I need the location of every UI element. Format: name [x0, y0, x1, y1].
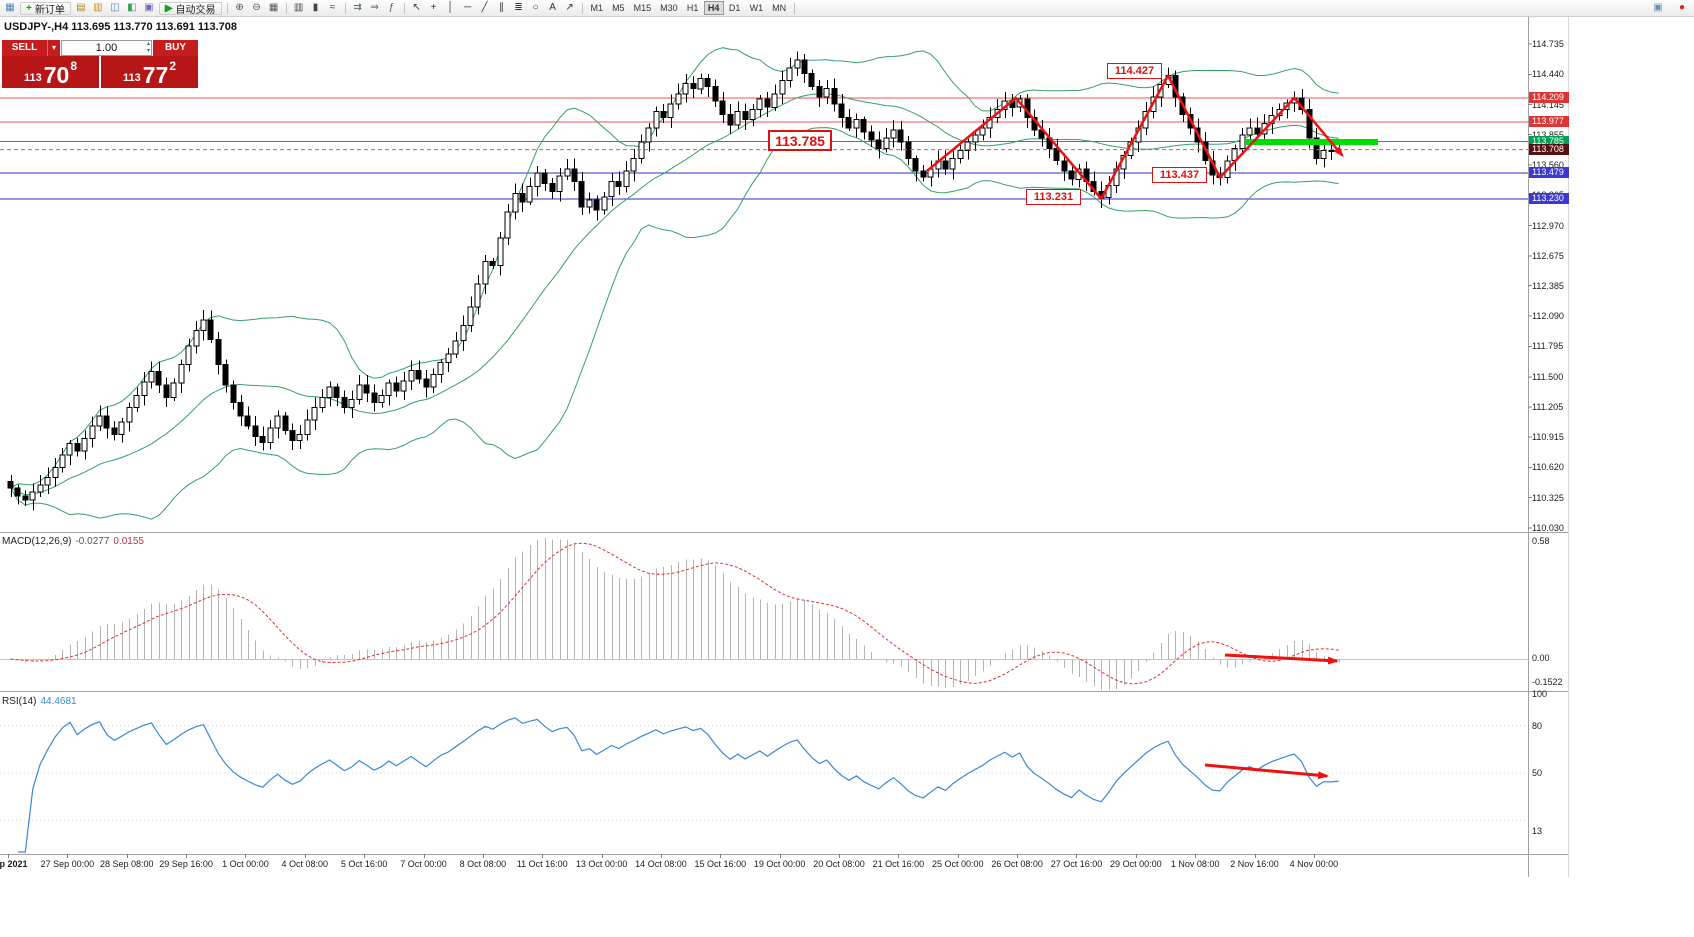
buy-price-big: 77	[142, 62, 169, 88]
autotrading-button[interactable]: ▶ 自动交易	[158, 1, 222, 16]
line-chart-icon[interactable]: ≈	[329, 2, 336, 13]
lot-size-value: 1.00	[95, 42, 118, 54]
market-watch-icon[interactable]: ▥	[93, 2, 103, 13]
timeframe-button-m30[interactable]: M30	[656, 1, 682, 15]
alerts-icon[interactable]: ●	[1678, 2, 1686, 13]
chart-canvas[interactable]	[0, 16, 1570, 877]
vertical-line-icon[interactable]: │	[447, 2, 454, 13]
new-chart-icon[interactable]: ▦	[5, 2, 15, 13]
lot-size-field[interactable]: 1.00 ▴ ▾	[61, 40, 152, 56]
macd-value-signal: 0.0155	[113, 536, 144, 547]
cursor-icon[interactable]: ↖	[412, 2, 421, 13]
new-order-button[interactable]: + 新订单	[20, 1, 71, 16]
buy-button[interactable]: BUY	[153, 40, 198, 56]
rsi-trend-arrow[interactable]	[1204, 763, 1329, 780]
zoom-in-icon[interactable]: ⊕	[235, 2, 244, 13]
bar-chart-icon[interactable]: ▥	[293, 2, 304, 13]
toolbar-separator	[226, 2, 228, 14]
autotrading-button-label: 自动交易	[175, 4, 216, 16]
sell-price-display[interactable]: 113 70 8	[2, 56, 99, 88]
profiles-icon[interactable]: ▤	[76, 2, 86, 13]
macd-name: MACD(12,26,9)	[2, 536, 72, 547]
crosshair-icon[interactable]: +	[430, 2, 437, 13]
macd-label: MACD(12,26,9) -0.0277 0.0155	[2, 536, 144, 547]
navigator-icon[interactable]: ◧	[127, 2, 137, 13]
order-options-caret-icon[interactable]: ▾	[47, 40, 60, 56]
terminal-icon[interactable]: ▣	[144, 2, 154, 13]
toolbar-items: ▦ + 新订单 ▤ ▥ ◫ ◧ ▣ ▶ 自动交易 ⊕ ⊖ ▦ ▥ ▮ ≈ ⇉ ⇒ ƒ ↖ + │ ─ ╱ ∥ ≣ ○ A ↗ M1 M5 M1…	[2, 0, 798, 16]
macd-histogram	[18, 538, 1340, 690]
timeframe-button-m15[interactable]: M15	[630, 1, 656, 15]
auto-scroll-icon[interactable]: ⇉	[353, 2, 362, 13]
data-window-icon[interactable]: ◫	[110, 2, 120, 13]
chart-profile-icon[interactable]: ▣	[1653, 2, 1663, 13]
one-click-prices: 113 70 8 113 77 2	[2, 56, 198, 88]
text-icon[interactable]: A	[549, 2, 556, 13]
toolbar-separator	[344, 2, 346, 14]
fibonacci-icon[interactable]: ≣	[514, 2, 523, 13]
indicators-icon[interactable]: ƒ	[388, 2, 395, 13]
sell-button[interactable]: SELL	[2, 40, 47, 56]
timeframe-button-h1[interactable]: H1	[683, 1, 703, 15]
buy-price-prefix: 113	[122, 72, 141, 84]
buy-price-sup: 2	[169, 59, 177, 73]
bollinger-middle-band	[10, 93, 1339, 496]
lot-increase-icon[interactable]: ▴	[146, 41, 150, 47]
sell-price-big: 70	[43, 62, 70, 88]
toolbar-right: ▣ ●	[1650, 1, 1690, 15]
timeframe-button-mn[interactable]: MN	[768, 1, 790, 15]
macd-value-main: -0.0277	[75, 536, 110, 547]
lot-decrease-icon[interactable]: ▾	[146, 48, 150, 54]
play-icon: ▶	[164, 2, 173, 14]
toolbar-separator	[403, 2, 405, 14]
plus-icon: +	[26, 2, 32, 14]
channel-icon[interactable]: ∥	[499, 2, 505, 13]
timeframe-button-m1[interactable]: M1	[587, 1, 608, 15]
toolbar-separator	[285, 2, 287, 14]
macd-signal-line	[10, 542, 1339, 685]
trendline-icon[interactable]: ╱	[481, 2, 488, 13]
horizontal-line-icon[interactable]: ─	[464, 2, 472, 13]
shapes-icon[interactable]: ○	[532, 2, 539, 13]
toolbar-separator	[581, 2, 583, 14]
one-click-trading-panel: SELL ▾ 1.00 ▴ ▾ BUY 113 70 8 113 77 2	[2, 40, 198, 88]
rsi-label: RSI(14) 44.4681	[2, 696, 77, 707]
rsi-line	[17, 717, 1339, 853]
sell-price-sup: 8	[70, 59, 78, 73]
arrows-icon[interactable]: ↗	[565, 2, 574, 13]
new-order-button-label: 新订单	[34, 4, 65, 16]
toolbar: ▦ + 新订单 ▤ ▥ ◫ ◧ ▣ ▶ 自动交易 ⊕ ⊖ ▦ ▥ ▮ ≈ ⇉ ⇒ ƒ ↖ + │ ─ ╱ ∥ ≣ ○ A ↗ M1 M5 M1…	[0, 0, 1694, 17]
one-click-controls: SELL ▾ 1.00 ▴ ▾ BUY	[2, 40, 198, 56]
timeframe-button-d1[interactable]: D1	[725, 1, 745, 15]
zoom-out-icon[interactable]: ⊖	[252, 2, 261, 13]
chart-shift-icon[interactable]: ⇒	[370, 2, 379, 13]
candlesticks	[7, 51, 1342, 511]
buy-price-display[interactable]: 113 77 2	[101, 56, 198, 88]
rsi-value: 44.4681	[40, 696, 77, 707]
lot-spinner: ▴ ▾	[147, 41, 150, 55]
sell-price-prefix: 113	[23, 72, 42, 84]
macd-trend-arrow[interactable]	[1224, 653, 1339, 665]
timeframe-button-h4[interactable]: H4	[703, 1, 724, 15]
chart-title: USDJPY-,H4 113.695 113.770 113.691 113.7…	[4, 21, 238, 33]
trend-zigzag[interactable]	[926, 74, 1344, 200]
candlestick-chart-icon[interactable]: ▮	[312, 2, 319, 13]
chart-window: 114.735 114.440 114.145 113.855 113.560 113.2…	[0, 16, 1570, 877]
highlight-bar[interactable]	[1245, 139, 1378, 145]
rsi-name: RSI(14)	[2, 696, 37, 707]
bollinger-upper-band	[10, 47, 1339, 489]
toolbar-separator	[794, 2, 796, 14]
bollinger-lower-band	[10, 127, 1339, 520]
timeframe-button-w1[interactable]: W1	[746, 1, 768, 15]
tile-windows-icon[interactable]: ▦	[268, 2, 279, 13]
timeframe-button-m5[interactable]: M5	[608, 1, 629, 15]
